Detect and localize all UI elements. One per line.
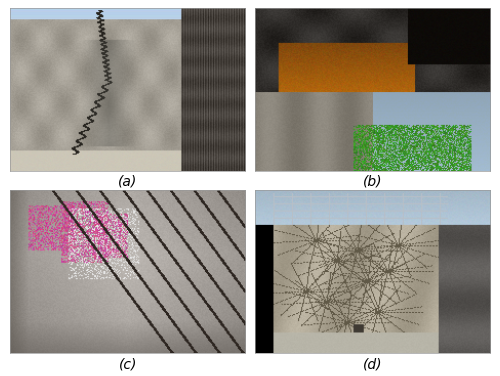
X-axis label: (d): (d) xyxy=(362,358,382,371)
X-axis label: (b): (b) xyxy=(362,175,382,189)
X-axis label: (a): (a) xyxy=(118,175,138,189)
X-axis label: (c): (c) xyxy=(118,358,137,371)
